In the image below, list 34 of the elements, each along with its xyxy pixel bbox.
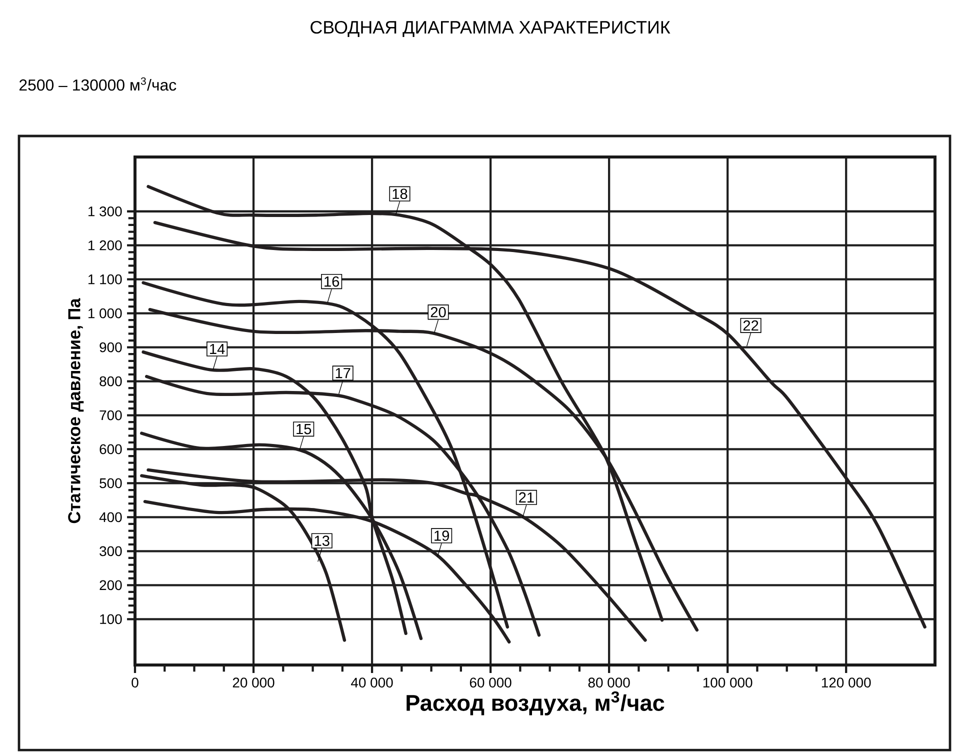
y-axis-title: Статическое давление, Па [68,298,84,524]
x-tick-label: 80 000 [588,678,630,688]
annotation: 13 [314,536,330,546]
annotation: 20 [430,306,446,318]
annotation: 22 [743,320,758,331]
annotation: 15 [296,424,312,434]
y-tick-label: 800 [100,376,122,386]
y-tick-label: 500 [100,478,122,488]
y-tick-label: 400 [99,512,122,522]
y-tick-label: 600 [100,444,122,454]
annotation: 14 [210,344,225,354]
y-tick-label: 1 200 [88,240,122,250]
y-tick-label: 1 000 [88,308,122,318]
chart-title: СВОДНАЯ ДИАГРАММА ХАРАКТЕРИСТИК [310,20,670,38]
annotation: 18 [392,188,408,200]
x-tick-label: 100 000 [703,678,752,688]
y-tick-label: 100 [100,614,122,624]
y-tick-label: 1 100 [88,274,122,284]
y-tick-label: 700 [100,410,122,420]
x-tick-label: 120 000 [822,678,871,688]
chart-subtitle: 2500 – 130000 м$^{3}$/час [19,77,176,91]
annotation: 16 [324,276,340,287]
annotation: 19 [434,530,450,541]
x-axis-title: Расход воздуха, м$^{3}$/час [406,691,664,716]
x-tick-label: 40 000 [351,678,393,688]
x-tick-label: 20 000 [232,678,274,688]
y-tick-label: 900 [100,342,122,352]
y-tick-label: 200 [100,580,122,590]
annotation: 17 [336,368,350,378]
y-tick-label: 1 300 [88,206,122,216]
x-tick-label: 0 [132,678,138,688]
y-tick-label: 300 [100,546,122,556]
x-tick-label: 60 000 [470,678,512,688]
annotation: 21 [519,492,534,502]
